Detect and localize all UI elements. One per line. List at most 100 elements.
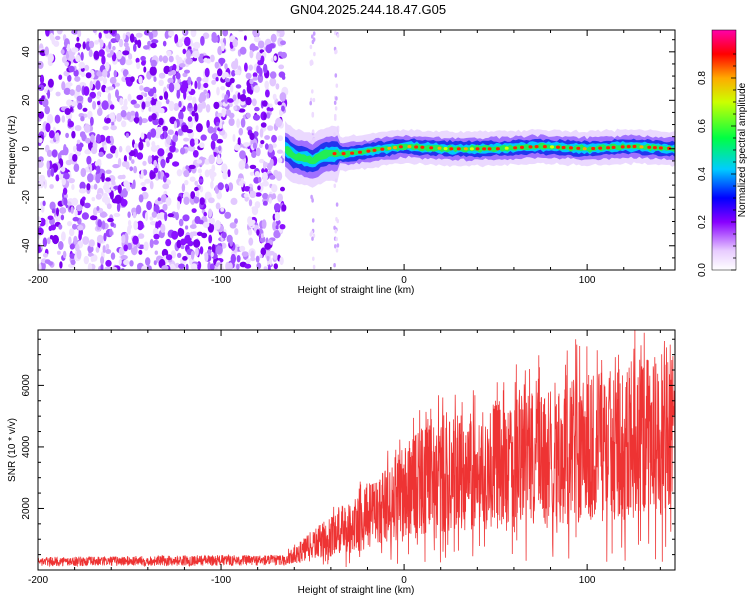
spectrogram-noise-cell xyxy=(118,259,122,265)
spectrogram-ridge-peak xyxy=(611,145,616,149)
spectrogram-noise-cell xyxy=(38,263,42,270)
spectrogram-noise-cell xyxy=(107,86,115,91)
spectrogram-noise-cell xyxy=(38,84,45,91)
snr-ticks: -200 -100 0 100 2000 4000 6000 xyxy=(21,330,675,586)
spectrogram-noise-cell xyxy=(187,76,192,86)
spectrogram-noise-cell xyxy=(231,60,239,70)
spectrogram-noise-cell xyxy=(151,141,156,147)
spectrogram-noise-cell xyxy=(225,81,232,88)
spectrogram-noise-cell xyxy=(256,51,262,60)
spectrogram-noise-cell xyxy=(203,211,207,217)
spectrogram-noise-cell xyxy=(51,149,58,158)
spectrogram-noise-cell xyxy=(204,169,210,178)
spectrogram-noise-cell xyxy=(206,92,210,99)
spectrogram-noise-cell xyxy=(141,60,146,66)
spectrogram-ridge-peak xyxy=(513,146,518,150)
spectrogram-noise-cell xyxy=(176,200,181,211)
spectrogram-noise-cell xyxy=(63,87,71,95)
spectrogram-noise-cell xyxy=(197,80,201,90)
spectrogram-noise-cell xyxy=(218,145,222,152)
spectrogram-noise-cell xyxy=(121,161,128,168)
spectrogram-noise-cell xyxy=(136,62,141,70)
spectrogram-noise-cell xyxy=(149,216,154,221)
spectrogram-noise-cell xyxy=(210,54,215,63)
spectrogram-ridge-peak xyxy=(482,147,487,151)
spectrogram-noise-cell xyxy=(80,67,85,72)
spectrogram-noise-cell xyxy=(72,223,77,230)
spectrogram-noise-cell xyxy=(209,263,215,270)
spectrogram-noise-cell xyxy=(77,30,82,38)
spectrogram-noise-cell xyxy=(61,81,66,91)
spectrogram-noise-cell xyxy=(333,183,337,188)
spectrogram-noise-cell xyxy=(105,249,112,254)
spectrogram-noise-cell xyxy=(96,70,104,77)
spectrogram-noise-cell xyxy=(195,247,199,257)
spectrogram-noise-cell xyxy=(244,62,248,72)
spectrogram-noise-cell xyxy=(115,148,119,159)
spectrogram-noise-cell xyxy=(176,239,182,249)
spectrogram-ridge-peak xyxy=(626,145,631,149)
spectrogram-noise-cell xyxy=(110,38,117,44)
spectrogram-noise-cell xyxy=(133,143,138,149)
spectrogram-noise-cell xyxy=(201,101,207,109)
spectrogram-noise-cell xyxy=(312,31,316,36)
spectrogram-noise-cell xyxy=(181,124,189,133)
spectrogram-noise-cell xyxy=(81,212,89,220)
spectrogram-noise-cell xyxy=(121,234,126,244)
spectrogram-noise-cell xyxy=(101,172,105,183)
spectrogram-noise-cell xyxy=(275,225,279,230)
spectrogram-noise-cell xyxy=(93,50,100,60)
spectrogram-x-tick-label: -200 xyxy=(28,275,48,286)
spectrogram-noise-cell xyxy=(101,196,109,203)
spectrogram-y-tick-label: 20 xyxy=(21,94,32,106)
spectrogram-noise-cell xyxy=(260,233,265,239)
spectrogram-ridge-peak xyxy=(398,145,403,149)
spectrogram-noise-cell xyxy=(48,130,55,139)
spectrogram-noise-cell xyxy=(238,160,246,170)
spectrogram-noise-cell xyxy=(175,72,181,80)
spectrogram-noise-cell xyxy=(150,145,158,152)
spectrogram-noise-cell xyxy=(89,80,94,90)
spectrogram-noise-cell xyxy=(161,248,169,258)
spectrogram-noise-cell xyxy=(41,95,45,100)
spectrogram-noise-cell xyxy=(139,85,144,91)
spectrogram-noise-cell xyxy=(140,132,145,140)
spectrogram-noise-cell xyxy=(279,92,287,102)
spectrogram-noise-cell xyxy=(76,95,84,102)
spectrogram-noise-cell xyxy=(161,265,169,270)
spectrogram-noise-cell xyxy=(58,224,63,230)
spectrogram-noise-cell xyxy=(248,229,253,236)
spectrogram-noise-cell xyxy=(47,113,54,124)
spectrogram-noise-cell xyxy=(79,131,86,138)
spectrogram-noise-cell xyxy=(189,224,197,230)
spectrogram-noise-cell xyxy=(95,173,101,184)
spectrogram-noise-cell xyxy=(178,263,185,269)
spectrogram-noise-cell xyxy=(123,102,127,108)
spectrogram-noise-cell xyxy=(102,245,106,254)
spectrogram-noise-cell xyxy=(192,50,200,59)
spectrogram-noise-cell xyxy=(178,38,183,47)
spectrogram-noise-cell xyxy=(151,98,157,106)
spectrogram-noise-cell xyxy=(145,96,152,102)
spectrogram-noise-cell xyxy=(234,218,238,225)
spectrogram-noise-cell xyxy=(252,142,257,149)
spectrogram-noise-cell xyxy=(272,221,277,231)
spectrogram-noise-cell xyxy=(336,218,340,224)
spectrogram-noise-cell xyxy=(44,105,50,115)
spectrogram-noise-cell xyxy=(196,76,202,83)
spectrogram-noise-cell xyxy=(239,46,247,55)
spectrogram-noise-cell xyxy=(61,115,66,123)
spectrogram-noise-cell xyxy=(184,179,189,186)
spectrogram-noise-cell xyxy=(48,225,53,232)
spectrogram-noise-cell xyxy=(221,107,226,118)
spectrogram-noise-cell xyxy=(255,192,262,197)
spectrogram-noise-cell xyxy=(220,207,225,212)
spectrogram-noise-cell xyxy=(186,95,193,101)
spectrogram-y-tick-label: 0 xyxy=(21,146,32,152)
spectrogram-ridge-peak xyxy=(420,145,425,149)
spectrogram-noise-cell xyxy=(211,243,216,254)
spectrogram-noise-cell xyxy=(263,63,268,74)
spectrogram-noise-cell xyxy=(177,227,184,237)
spectrogram-noise-cell xyxy=(246,258,251,264)
spectrogram-noise-cell xyxy=(193,239,201,248)
